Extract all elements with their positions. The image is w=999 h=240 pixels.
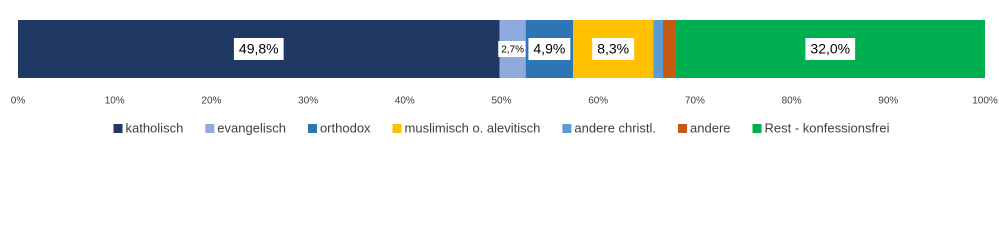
legend-item: evangelisch	[205, 120, 286, 135]
legend-label: muslimisch o. alevitisch	[405, 120, 541, 135]
x-tick-label: 30%	[298, 96, 318, 107]
legend-label: katholisch	[125, 120, 183, 135]
x-tick-label: 0%	[11, 96, 26, 107]
x-tick-label: 100%	[972, 96, 998, 107]
legend-item: katholisch	[113, 120, 183, 135]
legend-swatch	[307, 124, 317, 133]
x-tick-label: 20%	[201, 96, 221, 107]
legend-label: orthodox	[320, 120, 371, 135]
x-tick-label: 70%	[685, 96, 705, 107]
legend-label: evangelisch	[217, 120, 286, 135]
data-label: 32,0%	[805, 38, 856, 60]
data-label: 49,8%	[233, 38, 284, 60]
x-tick-label: 50%	[491, 96, 511, 107]
legend-swatch	[678, 124, 688, 133]
x-tick-label: 60%	[588, 96, 608, 107]
data-label-text: 32,0%	[810, 41, 850, 57]
bar-segment	[662, 20, 676, 78]
x-tick-label: 10%	[105, 96, 125, 107]
legend-swatch	[205, 124, 215, 133]
legend-item: andere christl.	[562, 120, 656, 135]
data-label-box	[805, 38, 856, 60]
data-label: 8,3%	[592, 38, 635, 60]
x-tick-label: 90%	[878, 96, 898, 107]
legend-swatch	[562, 124, 572, 133]
legend-label: Rest - konfessionsfrei	[765, 120, 890, 135]
legend-label: andere christl.	[574, 120, 656, 135]
legend-item: orthodox	[307, 120, 371, 135]
data-label-text: 2,7%	[501, 45, 524, 56]
data-label: 4,9%	[528, 38, 571, 60]
bar-segment	[653, 20, 663, 78]
x-tick-label: 80%	[782, 96, 802, 107]
legend-item: muslimisch o. alevitisch	[392, 120, 541, 135]
legend-swatch	[752, 124, 762, 133]
data-label: 2,7%	[498, 41, 528, 57]
legend-item: Rest - konfessionsfrei	[752, 120, 890, 135]
data-label-text: 49,8%	[239, 41, 279, 57]
x-tick-label: 40%	[395, 96, 415, 107]
legend-swatch	[392, 124, 402, 133]
legend-item: andere	[678, 120, 731, 135]
data-label-box	[592, 38, 635, 60]
data-label-box	[528, 38, 571, 60]
legend-swatch	[113, 124, 123, 133]
legend-label: andere	[690, 120, 730, 135]
data-label-box	[498, 41, 528, 57]
chart: 0% 10% 20% 30% 40% 50% 60% 70% 80% 90% 100% 49,8% 2,…	[11, 20, 998, 135]
data-label-text: 4,9%	[533, 41, 565, 57]
data-label-text: 8,3%	[597, 41, 629, 57]
data-label-box	[233, 38, 284, 60]
